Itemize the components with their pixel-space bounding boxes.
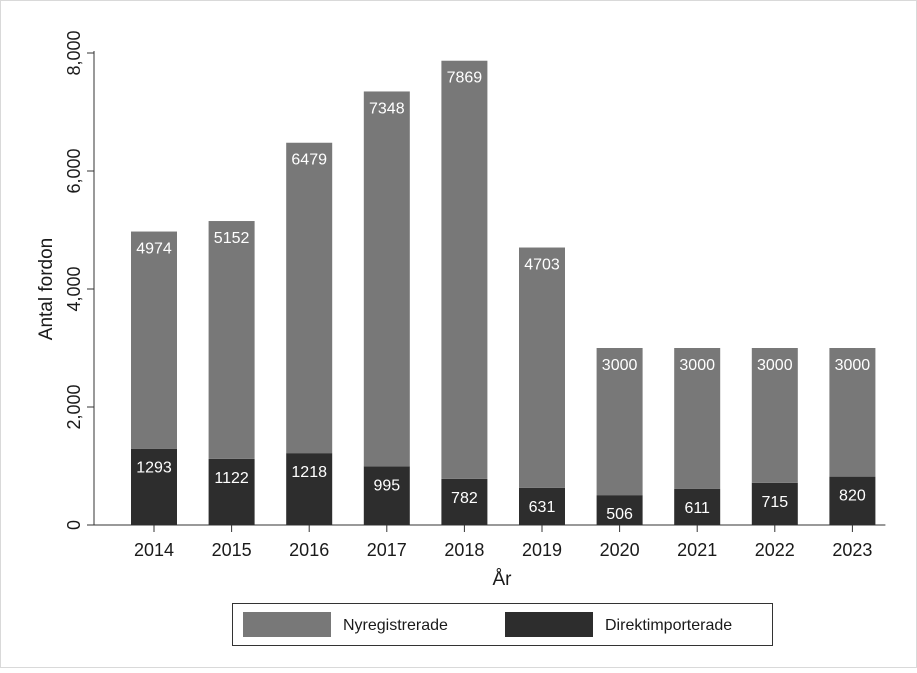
y-tick-label: 4,000 [64, 266, 84, 311]
data-label-direktimporterade: 1218 [291, 464, 327, 481]
bar-direktimporterade [208, 458, 255, 525]
data-label-nyregistrerade: 5152 [214, 230, 250, 247]
legend-key [505, 612, 593, 637]
bar-nyregistrerade [596, 348, 643, 496]
bar-direktimporterade [441, 478, 488, 525]
bar-nyregistrerade [363, 91, 410, 467]
bar-nyregistrerade [751, 348, 798, 483]
data-label-nyregistrerade: 4974 [136, 241, 172, 258]
bar-nyregistrerade [519, 247, 565, 488]
x-tick-label: 2014 [134, 540, 174, 560]
y-axis: 0 2,000 4,000 6,000 8,000 [64, 30, 95, 530]
bar-direktimporterade [829, 476, 876, 525]
data-label-nyregistrerade: 3000 [835, 357, 871, 374]
data-label-nyregistrerade: 4703 [524, 257, 560, 274]
x-tick-label: 2016 [289, 540, 329, 560]
y-axis-title: Antal fordon [36, 238, 57, 340]
data-label-nyregistrerade: 3000 [602, 357, 638, 374]
data-label-nyregistrerade: 7869 [447, 70, 483, 87]
bar-direktimporterade [751, 482, 798, 525]
data-label-direktimporterade: 820 [839, 488, 866, 505]
x-tick-label: 2021 [677, 540, 717, 560]
y-tick-label: 0 [64, 520, 84, 530]
bar-nyregistrerade [674, 348, 721, 489]
bar-direktimporterade [674, 488, 721, 525]
data-label-direktimporterade: 506 [606, 506, 633, 523]
bar-direktimporterade [286, 453, 333, 525]
y-tick-label: 8,000 [64, 30, 84, 75]
bar-nyregistrerade [131, 231, 177, 449]
data-label-nyregistrerade: 3000 [679, 357, 715, 374]
legend-label: Direktimporterade [605, 617, 732, 634]
y-tick-label: 6,000 [64, 148, 84, 193]
x-tick-label: 2019 [522, 540, 562, 560]
bar-nyregistrerade [441, 60, 488, 479]
legend: Nyregistrerade Direktimporterade [232, 603, 773, 646]
data-label-nyregistrerade: 7348 [369, 100, 405, 117]
bar-nyregistrerade [829, 348, 876, 477]
data-label-nyregistrerade: 6479 [291, 152, 327, 169]
data-label-direktimporterade: 715 [761, 494, 788, 511]
x-axis: 2014 2015 2016 2017 2018 2019 2020 2021 2022 2023 [94, 524, 886, 560]
x-tick-label: 2022 [755, 540, 795, 560]
bar-nyregistrerade [208, 221, 255, 459]
data-label-direktimporterade: 611 [684, 500, 710, 517]
x-tick-label: 2015 [212, 540, 252, 560]
bar-direktimporterade [131, 448, 177, 525]
data-label-direktimporterade: 782 [451, 490, 478, 507]
bar-direktimporterade [363, 466, 410, 525]
data-label-nyregistrerade: 3000 [757, 357, 793, 374]
bar-direktimporterade [519, 487, 565, 525]
bars [131, 60, 876, 525]
data-label-direktimporterade: 631 [529, 499, 556, 516]
bar-nyregistrerade [286, 142, 333, 454]
bar-direktimporterade [596, 495, 643, 525]
x-tick-label: 2023 [832, 540, 872, 560]
y-tick-label: 2,000 [64, 384, 84, 429]
data-label-direktimporterade: 1122 [214, 470, 249, 487]
data-label-direktimporterade: 995 [373, 477, 400, 494]
data-label-direktimporterade: 1293 [136, 460, 172, 477]
x-axis-title: År [493, 569, 513, 590]
legend-label: Nyregistrerade [343, 617, 448, 634]
x-tick-label: 2018 [444, 540, 484, 560]
x-tick-label: 2017 [367, 540, 407, 560]
x-tick-label: 2020 [600, 540, 640, 560]
legend-key [243, 612, 331, 637]
bar-labels: 4974 1293 5152 1122 6479 1218 7348 995 7869 782 47… [136, 70, 870, 523]
